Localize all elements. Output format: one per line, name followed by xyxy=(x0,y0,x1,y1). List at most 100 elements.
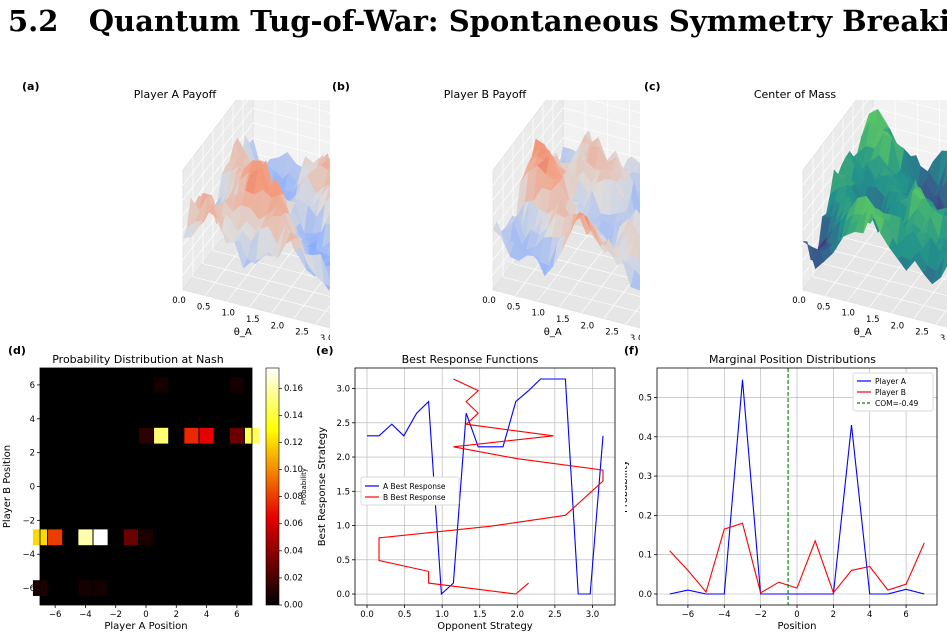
surface-a-xtick: 3.0 xyxy=(320,334,330,340)
best-response-legend-label: A Best Response xyxy=(383,482,446,491)
marginal-ytick-label: 0.4 xyxy=(638,433,652,443)
surface-b-xlabel: θ_A xyxy=(544,327,562,338)
best-response-ytick-label: 0.0 xyxy=(336,590,350,600)
surface-c-xtick: 1.0 xyxy=(841,309,855,319)
panel-label-f: (f) xyxy=(624,344,639,357)
surface-a-grid-z xyxy=(182,122,330,216)
panel-label-e: (e) xyxy=(316,344,334,357)
heatmap-colorbar-label: Probability xyxy=(300,468,308,505)
heatmap-cell xyxy=(93,580,108,596)
section-number: 5.2 xyxy=(8,4,59,38)
surface-c-xtick: 1.5 xyxy=(866,315,880,325)
best-response-legend xyxy=(360,476,460,506)
marginal-xlabel: Position xyxy=(778,621,817,632)
heatmap-xtick-label: −2 xyxy=(109,610,122,620)
heatmap-xtick-label: 2 xyxy=(174,610,179,620)
heatmap-colorbar-tick-label: 0.00 xyxy=(284,601,303,611)
heatmap-xtick-label: 0 xyxy=(143,610,148,620)
heatmap-cell xyxy=(154,427,169,444)
panel-label-b: (b) xyxy=(332,80,350,93)
best-response-series-b xyxy=(378,378,604,595)
marginal-legend-label: Player B xyxy=(875,388,906,397)
surface-a-xtick: 0.5 xyxy=(197,302,211,312)
surface-a-surface-facet xyxy=(320,254,330,287)
best-response-ytick-label: 2.0 xyxy=(336,453,350,463)
surface-b-surface-facet xyxy=(636,164,640,174)
heatmap-colorbar-tick-label: 0.10 xyxy=(284,465,303,475)
best-response-title: Best Response Functions xyxy=(401,353,539,366)
surface-a-surface-facet xyxy=(327,163,330,171)
best-response-ytick-label: 2.5 xyxy=(336,419,350,429)
best-response-ytick-label: 1.5 xyxy=(336,487,350,497)
marginal-ytick-label: 0.1 xyxy=(638,551,652,561)
marginal-xtick-label: 6 xyxy=(903,610,908,620)
marginal-ytick-label: 0.2 xyxy=(638,511,652,521)
heatmap-cell xyxy=(48,529,63,546)
heatmap-xtick-label: −6 xyxy=(49,610,62,620)
marginal-xtick-label: −6 xyxy=(682,610,695,620)
best-response-legend-label: B Best Response xyxy=(383,493,446,502)
heatmap-xtick-label: 6 xyxy=(234,610,239,620)
marginal-ytick-label: 0.3 xyxy=(638,472,652,482)
surface-b-surface-facet xyxy=(634,257,640,277)
surface-c-surface xyxy=(802,108,947,285)
heatmap-colorbar-tick-label: 0.02 xyxy=(284,573,303,583)
surface-b-grid-y xyxy=(502,156,640,313)
heatmap-ytick-label: −2 xyxy=(22,516,35,526)
marginal-legend-label: Player A xyxy=(875,377,907,386)
heatmap-cell xyxy=(138,529,154,546)
heatmap-ytick-label: 0 xyxy=(30,483,35,493)
heatmap-colorbar-tick-label: 0.06 xyxy=(284,519,303,529)
surface-c-grid-y xyxy=(822,143,947,297)
heatmap-cell xyxy=(138,427,154,444)
heatmap-xlabel: Player A Position xyxy=(104,621,187,632)
best-response-ytick-label: 0.5 xyxy=(336,556,350,566)
surface-c-xlabel: θ_A xyxy=(854,327,872,338)
best-response-xtick-label: 0.0 xyxy=(360,610,374,620)
best-response-ylabel: Best Response Strategy xyxy=(317,427,328,546)
best-response-ytick-label: 1.0 xyxy=(336,522,350,532)
surface-b-surface-facet xyxy=(630,269,640,291)
best-response-xtick-label: 2.5 xyxy=(548,610,562,620)
surface-b-xtick: 1.0 xyxy=(531,309,545,319)
surface-a-xlabel: θ_A xyxy=(234,327,252,338)
surface-a-surface-facet xyxy=(324,283,330,291)
surface-b-grid-x xyxy=(581,235,640,314)
surface-b-xtick: 3.0 xyxy=(630,334,640,340)
panel-label-c: (c) xyxy=(644,80,661,93)
heatmap-cell xyxy=(229,427,244,444)
marginal-distribution-chart: −6 −4 −2 0 2 4 6 0.0 0.1 0.2 0.3 0.4 0.5 Position Prob… xyxy=(625,367,938,632)
marginal-xtick-label: −2 xyxy=(754,610,767,620)
heatmap-xtick-label: 4 xyxy=(204,610,209,620)
surface-a-xtick: 0.0 xyxy=(172,296,186,306)
marginal-xtick-label: 0 xyxy=(794,610,799,620)
surface-b-title: Player B Payoff xyxy=(443,88,527,101)
surface-c-surface-facet xyxy=(943,239,947,252)
surface-plot-b: 0.00.51.01.52.02.53.00.00.51.01.52.02.53… xyxy=(482,100,640,340)
marginal-ytick-label: 0.0 xyxy=(638,590,652,600)
best-response-xtick-label: 1.5 xyxy=(473,610,487,620)
heatmap-ytick-label: 6 xyxy=(30,381,35,391)
heatmap-cell xyxy=(229,377,244,393)
surface-plot-a: 0.00.51.01.52.02.53.00.00.51.01.52.02.53… xyxy=(172,100,330,340)
heatmap-cell xyxy=(78,580,93,596)
surface-a-title: Player A Payoff xyxy=(133,88,217,101)
surface-a-surface-facet xyxy=(326,243,330,257)
surface-c-grid-x xyxy=(891,239,947,314)
best-response-frame xyxy=(354,367,616,606)
best-response-xtick-label: 1.0 xyxy=(435,610,449,620)
surface-b-grid-x xyxy=(603,270,640,319)
surface-c-xtick: 0.0 xyxy=(792,296,806,306)
heatmap-background xyxy=(40,368,252,605)
surface-a-grid-y xyxy=(212,130,330,282)
section-title: Quantum Tug-of-War: Spontaneous Symmetry… xyxy=(88,4,947,38)
surface-b-grid-z xyxy=(492,100,640,186)
best-response-xlabel: Opponent Strategy xyxy=(437,621,533,632)
surface-b-surface-facet xyxy=(638,245,640,259)
surface-a-surface-facet xyxy=(324,169,330,187)
surface-b-surface-facet xyxy=(636,221,640,232)
heatmap-ytick-label: 4 xyxy=(30,415,35,425)
heatmap-chart: −6 −4 −2 0 2 4 6 −6 −4 −2 0 2 4 6 Player A Position Pla… xyxy=(2,367,308,632)
marginal-legend-label: COM=-0.49 xyxy=(875,399,919,408)
surface-c-xtick: 2.5 xyxy=(915,328,929,338)
